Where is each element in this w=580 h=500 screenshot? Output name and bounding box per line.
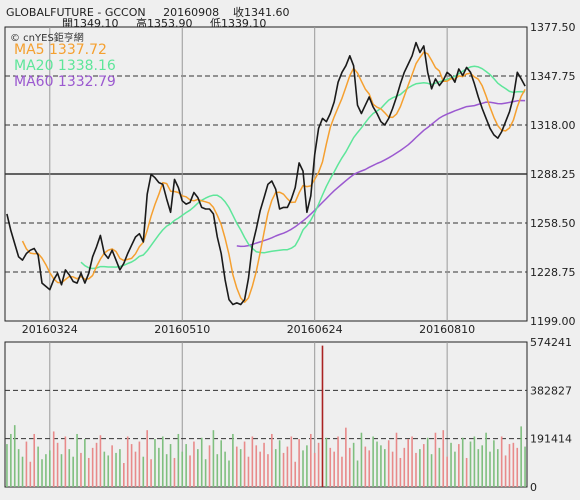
price-y-tick-label: 1258.50 — [530, 217, 576, 230]
volume-panel: 574241 382827 191414 0 — [4, 336, 572, 494]
volume-plot-frame — [4, 341, 528, 488]
watermark-text: © cnYES鉅亨網 — [10, 33, 84, 44]
date-tick-label: 20160810 — [419, 323, 475, 336]
price-y-tick-label: 1377.50 — [530, 21, 576, 34]
price-y-axis: 1377.50 1347.75 1318.00 1288.25 1258.50 1228.… — [530, 21, 576, 328]
legend-ma5: MA5 1337.72 — [14, 42, 107, 58]
volume-y-tick-label: 191414 — [530, 433, 572, 446]
volume-y-axis: 574241 382827 191414 0 — [530, 336, 572, 494]
ma5-series-line — [21, 51, 526, 303]
ma60-series-line — [236, 99, 526, 248]
legend-ma60: MA60 1332.79 — [14, 74, 116, 90]
legend-ma20: MA20 1338.16 — [14, 58, 116, 74]
price-y-tick-label: 1228.75 — [530, 266, 576, 279]
price-y-tick-label: 1318.00 — [530, 119, 576, 132]
symbol-header: GLOBALFUTURE - GCCON 20160908 收1341.60 — [6, 6, 290, 19]
date-tick-label: 20160510 — [154, 323, 210, 336]
volume-bars-group — [6, 345, 526, 487]
price-panel: 1377.50 1347.75 1318.00 1288.25 1258.50 1228.… — [4, 21, 576, 336]
volume-y-tick-label: 574241 — [530, 336, 572, 349]
date-tick-label: 20160324 — [22, 323, 78, 336]
price-y-tick-label: 1199.00 — [530, 315, 576, 328]
date-x-axis: 20160324 20160510 20160624 20160810 — [22, 323, 475, 336]
ma20-series-line — [80, 65, 526, 270]
price-series-group — [6, 41, 526, 306]
date-tick-label: 20160624 — [287, 323, 343, 336]
volume-y-tick-label: 382827 — [530, 384, 572, 397]
price-y-tick-label: 1347.75 — [530, 70, 576, 83]
volume-y-tick-label: 0 — [530, 481, 537, 494]
price-y-tick-label: 1288.25 — [530, 168, 576, 181]
price-series-line — [6, 41, 526, 306]
